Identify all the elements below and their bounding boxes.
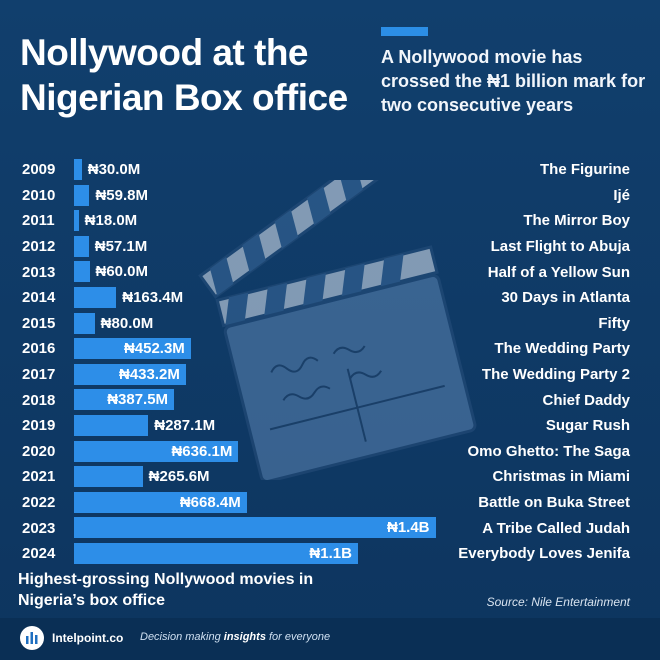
bar-row: ₦287.1M: [74, 413, 454, 439]
bar: [74, 184, 90, 206]
year-label: 2009: [22, 161, 56, 179]
bar-value-label: ₦452.3M: [123, 340, 185, 358]
year-label: 2012: [22, 238, 56, 256]
movie-title: The Wedding Party: [494, 340, 630, 358]
bar: [74, 363, 186, 385]
bar-row: ₦433.2M: [74, 362, 454, 388]
bar-row: ₦163.4M: [74, 285, 454, 311]
bar-row: ₦452.3M: [74, 336, 454, 362]
bar-row: ₦57.1M: [74, 234, 454, 260]
year-label: 2019: [22, 417, 56, 435]
bar-row: ₦1.4B: [74, 515, 454, 541]
bar-value-label: ₦30.0M: [87, 161, 141, 178]
movie-title: The Figurine: [540, 161, 630, 179]
movie-title: Christmas in Miami: [492, 468, 630, 486]
bar-row: ₦668.4M: [74, 490, 454, 516]
bar: [74, 466, 143, 488]
bar-value-label: ₦1.1B: [309, 544, 352, 562]
bar-row: ₦387.5M: [74, 387, 454, 413]
tagline: Decision making insights for everyone: [140, 631, 331, 643]
bar: [74, 440, 239, 462]
bar-row: ₦18.0M: [74, 208, 454, 234]
bar-row: ₦60.0M: [74, 259, 454, 285]
clapperboard-icon: [198, 180, 477, 480]
year-label: 2015: [22, 314, 56, 332]
year-label: 2024: [22, 545, 56, 563]
movie-titles: The Figurine Ijé The Mirror Boy Last Flight…: [390, 157, 630, 567]
brand-logo-icon: [20, 626, 44, 650]
source-note: Source: Nile Entertainment: [486, 595, 630, 609]
movie-title: Fifty: [598, 314, 630, 332]
bar-value-label: ₦163.4M: [122, 288, 184, 306]
bar-area: ₦30.0M ₦59.8M ₦18.0M ₦57.1M ₦60.0M ₦163.4M ₦80…: [74, 157, 454, 567]
bar-row: ₦265.6M: [74, 464, 454, 490]
year-label: 2014: [22, 289, 56, 307]
movie-title: Ijé: [613, 186, 630, 204]
year-label: 2021: [22, 468, 56, 486]
brand-name[interactable]: Intelpoint.co: [52, 631, 124, 645]
year-label: 2017: [22, 366, 56, 384]
year-labels: 2009 2010 2011 2012 2013 2014 2015 2016 2017 2018…: [22, 157, 64, 567]
bar-value-label: ₦668.4M: [179, 493, 241, 511]
movie-title: Sugar Rush: [545, 417, 630, 435]
movie-title: Chief Daddy: [542, 391, 630, 409]
bar-row: ₦636.1M: [74, 439, 454, 465]
footer: [0, 618, 660, 660]
bar-value-label: ₦433.2M: [119, 365, 180, 383]
year-label: 2018: [22, 391, 56, 409]
movie-title: A Tribe Called Judah: [482, 519, 630, 537]
bar: [74, 235, 89, 257]
bar-value-label: ₦387.5M: [107, 391, 169, 409]
bar-value-label: ₦287.1M: [154, 416, 216, 434]
bar-value-label: ₦636.1M: [171, 442, 233, 460]
year-label: 2023: [22, 519, 56, 537]
year-label: 2016: [22, 340, 56, 358]
year-label: 2010: [22, 186, 56, 204]
movie-title: Last Flight to Abuja: [490, 238, 630, 256]
bar-value-label: ₦1.4B: [387, 519, 430, 537]
bar-row: ₦30.0M: [74, 157, 454, 183]
movie-title: Everybody Loves Jenifa: [458, 545, 630, 563]
movie-title: Omo Ghetto: The Saga: [467, 442, 630, 460]
movie-title: Battle on Buka Street: [478, 494, 630, 512]
bar-row: ₦1.1B: [74, 541, 454, 567]
page-title: Nollywood at the Nigerian Box office: [20, 32, 348, 118]
bar: [74, 312, 95, 334]
movie-title: The Wedding Party 2: [481, 366, 630, 384]
bar: [74, 414, 149, 436]
accent-bar: [381, 27, 428, 36]
movie-title: The Mirror Boy: [523, 212, 630, 230]
year-label: 2013: [22, 263, 56, 281]
bar: [74, 286, 117, 308]
bar: [74, 210, 79, 232]
year-label: 2011: [22, 212, 55, 230]
bar-value-label: ₦18.0M: [84, 212, 138, 230]
bar: [74, 491, 247, 513]
bar-row: ₦80.0M: [74, 311, 454, 337]
chart-caption: Highest-grossing Nollywood movies in Nig…: [18, 571, 314, 609]
movie-title: Half of a Yellow Sun: [487, 263, 630, 281]
bar: [74, 261, 90, 283]
bar-value-label: ₦59.8M: [95, 186, 148, 204]
bar: [74, 389, 175, 411]
bar-value-label: ₦265.6M: [148, 468, 210, 486]
bar: [74, 517, 436, 539]
bar-value-label: ₦60.0M: [95, 263, 149, 281]
bar-row: ₦59.8M: [74, 183, 454, 209]
bar-value-label: ₦57.1M: [94, 237, 148, 255]
page-subtitle: A Nollywood movie has crossed the ₦1 bil…: [381, 47, 646, 115]
bar: [74, 159, 82, 180]
year-label: 2022: [22, 494, 56, 512]
movie-title: 30 Days in Atlanta: [501, 289, 630, 307]
year-label: 2020: [22, 442, 56, 460]
bar: [74, 338, 191, 360]
bar-value-label: ₦80.0M: [100, 314, 154, 332]
bar: [74, 542, 359, 564]
